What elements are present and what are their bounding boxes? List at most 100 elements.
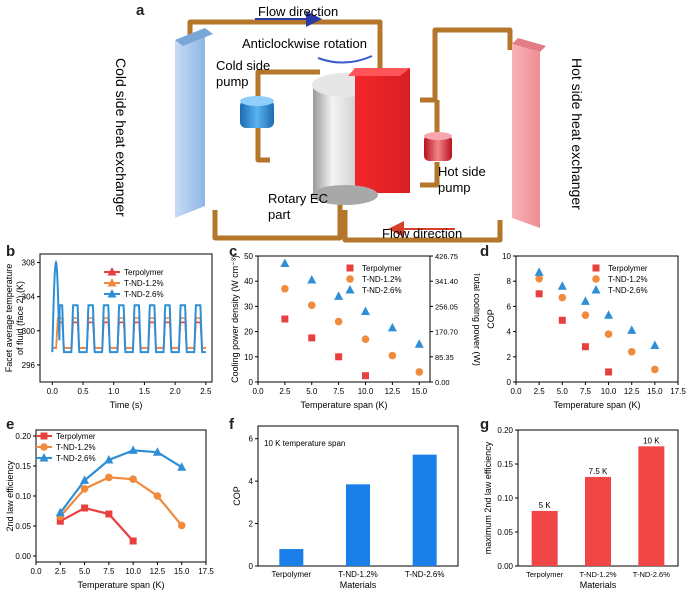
chart-b-legend-marker <box>107 289 117 298</box>
pump-to-rotor-pipe <box>255 69 320 98</box>
chart-f-annotation: 10 K temperature span <box>264 439 345 448</box>
chart-d-point-1 <box>581 311 590 320</box>
chart-c-legend-marker <box>346 264 354 272</box>
chart-g-efficiency-bars: 0.00 0.05 0.10 0.15 0.20 5 K Terpolymer 7.5 K T-… <box>483 426 679 590</box>
chart-c-point-0 <box>362 372 369 380</box>
cold-pump-label-2: pump <box>216 74 249 89</box>
chart-e-ytick-label: 0.05 <box>15 522 31 531</box>
chart-e-line-0 <box>59 506 134 542</box>
chart-g-bar-1 <box>585 476 611 566</box>
chart-e-ytick-label: 0.00 <box>15 552 31 561</box>
chart-b-xtick-label: 2.0 <box>170 387 182 396</box>
chart-d-point-1 <box>627 347 636 356</box>
chart-c-point-2 <box>334 291 344 300</box>
chart-g-ytick-label: 0.00 <box>497 562 513 571</box>
chart-e-xtick-label: 12.5 <box>150 567 166 576</box>
chart-c-legend-label: Terpolymer <box>362 264 402 273</box>
chart-d-legend-label: Terpolymer <box>608 264 648 273</box>
chart-g-bar-label: 10 K <box>643 436 660 445</box>
chart-e-point-0 <box>56 517 64 525</box>
chart-d-xtick-label: 17.5 <box>670 387 686 396</box>
hot-pump-label-2: pump <box>438 180 471 195</box>
chart-c-ylabel-right: Total cooling power (W) <box>472 272 480 366</box>
chart-d-xtick-label: 15.0 <box>647 387 663 396</box>
chart-d-plot-frame <box>515 255 679 383</box>
chart-c-xtick-label: 7.5 <box>333 387 345 396</box>
chart-c-ytick-right-label: 85.35 <box>435 353 454 362</box>
chart-c-ytick-label: 40 <box>244 277 253 286</box>
chart-d-xtick-label: 0.0 <box>510 387 522 396</box>
chart-d-ylabel: COP <box>486 309 496 329</box>
chart-g-ytick-label: 0.20 <box>497 426 513 435</box>
panel-letter-f: f <box>229 416 234 433</box>
chart-f-ytick-label: 6 <box>249 435 254 444</box>
chart-b-ytick-label: 300 <box>22 327 36 336</box>
chart-c-xtick-label: 12.5 <box>385 387 401 396</box>
chart-b-series-0 <box>52 321 206 349</box>
chart-c-point-2 <box>414 339 424 348</box>
chart-d-xtick-label: 5.0 <box>557 387 569 396</box>
chart-c-point-2 <box>307 274 317 284</box>
chart-b-legend-marker <box>107 278 117 287</box>
chart-e-point-2 <box>80 475 90 484</box>
chart-c-point-2 <box>280 258 290 268</box>
chart-g-category-label: T-ND-2.6% <box>633 570 670 579</box>
chart-e-point-0 <box>105 510 113 518</box>
chart-c-ytick-right-label: 341.40 <box>435 277 458 286</box>
chart-d-point-2 <box>604 310 614 319</box>
chart-c-ytick-label: 50 <box>244 252 253 261</box>
chart-e-ytick-label: 0.20 <box>15 432 31 441</box>
chart-d-point-2 <box>534 267 544 276</box>
chart-c-legend-marker <box>345 285 355 294</box>
chart-c-point-0 <box>281 315 289 323</box>
chart-b-xtick-label: 0.0 <box>47 387 59 396</box>
cold-pump-label-1: Cold side <box>216 58 270 73</box>
panel-letter-b: b <box>6 243 16 260</box>
rotary-label-2: part <box>268 207 291 222</box>
chart-e-legend-label: Terpolymer <box>56 432 96 441</box>
chart-c-xlabel: Temperature span (K) <box>300 400 387 410</box>
chart-b-xlabel: Time (s) <box>110 400 143 410</box>
chart-d-ytick-label: 6 <box>507 302 512 311</box>
cold-hx-label: Cold side heat exchanger <box>113 58 129 217</box>
chart-c-xtick-label: 0.0 <box>252 387 264 396</box>
chart-d-point-1 <box>651 365 659 374</box>
chart-e-xtick-label: 17.5 <box>198 567 214 576</box>
panel-letter-e: e <box>6 416 15 433</box>
chart-f-bar-2 <box>412 454 437 566</box>
chart-e-legend-marker <box>39 453 49 462</box>
chart-d-xtick-label: 2.5 <box>534 387 546 396</box>
pump-lower-pipe <box>255 128 270 163</box>
chart-c-point-2 <box>361 306 370 315</box>
chart-d-point-1 <box>535 274 543 283</box>
chart-d-xtick-label: 12.5 <box>624 387 640 396</box>
chart-d-point-2 <box>557 281 567 290</box>
chart-d-point-2 <box>627 325 637 334</box>
chart-b-ylabel-1: Facet average temperature <box>4 264 14 373</box>
chart-d-legend-marker <box>592 264 600 272</box>
chart-e-ytick-label: 0.15 <box>15 462 31 471</box>
cold-side-pump <box>240 96 274 128</box>
panel-letter-d: d <box>480 243 490 260</box>
rotary-label-1: Rotary EC <box>268 191 328 206</box>
chart-d-point-0 <box>581 343 589 351</box>
chart-d-point-0 <box>558 316 566 324</box>
chart-e-ylabel: 2nd law efficiency <box>5 460 15 531</box>
flow-direction-top-label: Flow direction <box>258 4 338 19</box>
chart-d-point-1 <box>558 293 567 302</box>
top-pipe <box>187 19 383 70</box>
chart-b-series-2 <box>51 259 206 354</box>
chart-b-ytick-label: 296 <box>22 361 36 370</box>
chart-c-plot-frame <box>257 255 431 383</box>
flow-direction-bottom-label: Flow direction <box>382 226 462 241</box>
chart-b-xtick-label: 1.0 <box>108 387 120 396</box>
chart-d-ytick-label: 0 <box>507 378 512 387</box>
chart-c-xtick-label: 5.0 <box>306 387 318 396</box>
chart-c-xtick-label: 2.5 <box>279 387 291 396</box>
chart-e-legend-label: T-ND-2.6% <box>56 454 96 463</box>
chart-c-ytick-label: 30 <box>244 302 253 311</box>
hot-pump-label-1: Hot side <box>438 164 486 179</box>
chart-e-xtick-label: 5.0 <box>79 567 91 576</box>
chart-c-point-1 <box>361 335 370 343</box>
chart-c-ytick-right-label: 0.00 <box>435 378 450 387</box>
